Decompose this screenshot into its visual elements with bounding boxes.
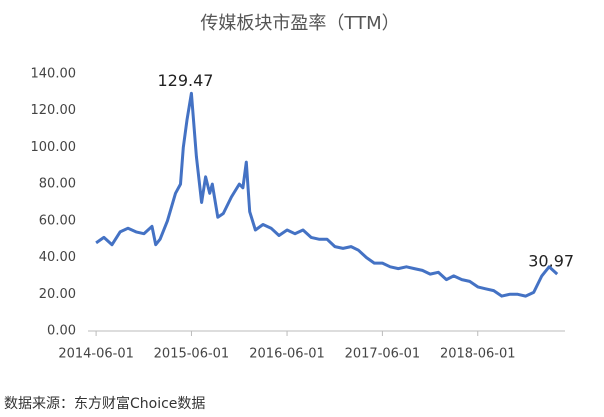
y-tick-label: 120.00 [31, 103, 77, 118]
data-label: 129.47 [157, 71, 213, 90]
y-tick-label: 100.00 [31, 140, 77, 155]
y-tick-label: 80.00 [39, 177, 76, 192]
x-tick-label: 2016-06-01 [249, 347, 325, 362]
data-label: 30.97 [528, 252, 574, 271]
x-tick-label: 2018-06-01 [440, 347, 516, 362]
data-line [95, 91, 559, 298]
x-tick-label: 2017-06-01 [345, 347, 421, 362]
y-tick-label: 40.00 [39, 250, 76, 265]
chart-title: 传媒板块市盈率（TTM） [200, 13, 399, 34]
y-tick-label: 60.00 [39, 213, 76, 228]
x-tick-label: 2014-06-01 [58, 347, 134, 362]
x-tick-label: 2015-06-01 [154, 347, 230, 362]
y-tick-label: 20.00 [39, 287, 76, 302]
y-tick-label: 0.00 [47, 324, 76, 339]
y-tick-label: 140.00 [31, 67, 77, 82]
source-note: 数据来源：东方财富Choice数据 [4, 395, 205, 412]
